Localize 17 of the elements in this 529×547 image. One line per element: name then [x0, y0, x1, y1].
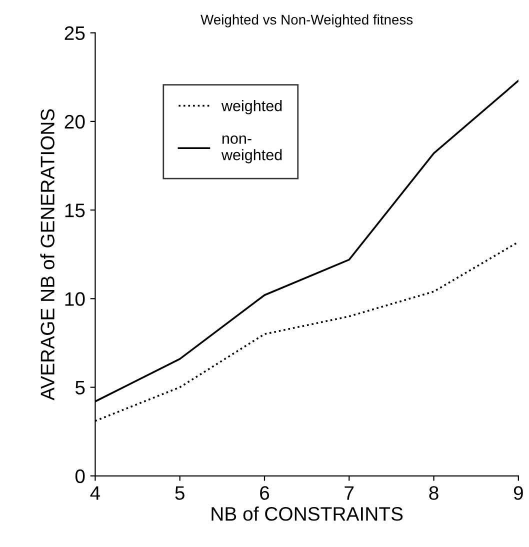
chart-title: Weighted vs Non-Weighted fitness [200, 14, 413, 28]
x-axis-title: NB of CONSTRAINTS [212, 506, 403, 521]
x-tick-label: 6 [260, 486, 270, 500]
x-tick-label: 5 [175, 486, 184, 500]
x-tick-label: 9 [514, 486, 523, 500]
y-tick-label: 0 [75, 469, 85, 484]
x-tick-label: 8 [429, 486, 438, 500]
y-tick-label: 20 [64, 114, 85, 129]
x-tick-label: 7 [344, 486, 354, 500]
y-tick-label: 10 [65, 292, 85, 306]
legend-label: non- weighted [221, 135, 282, 164]
x-tick-label: 4 [90, 486, 100, 500]
y-tick-label: 5 [75, 380, 85, 395]
y-axis-title: AVERAGE NB of GENERATIONS [40, 109, 54, 400]
y-tick-label: 15 [65, 204, 85, 218]
y-tick-label: 25 [64, 26, 85, 40]
legend-label: weighted [221, 100, 282, 114]
